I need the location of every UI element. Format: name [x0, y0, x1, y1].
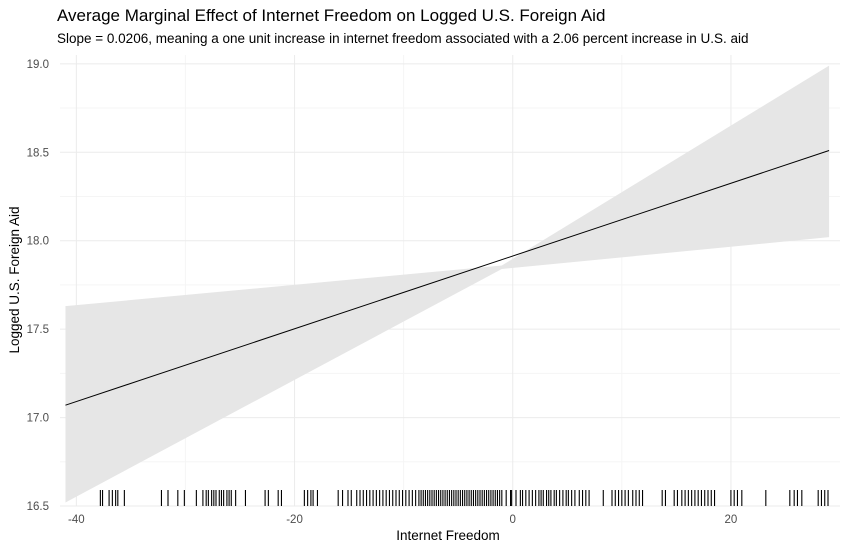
y-axis-title: Logged U.S. Foreign Aid — [7, 206, 22, 353]
chart-subtitle: Slope = 0.0206, meaning a one unit incre… — [57, 31, 749, 46]
y-tick-label: 19.0 — [27, 59, 49, 71]
x-tick-label: 0 — [510, 514, 516, 526]
y-tick-label: 18.5 — [27, 147, 49, 159]
chart-title: Average Marginal Effect of Internet Free… — [57, 6, 606, 25]
x-tick-label: 20 — [725, 514, 738, 526]
x-tick-label: -40 — [68, 514, 85, 526]
y-tick-label: 18.0 — [27, 236, 49, 248]
confidence-band — [65, 65, 830, 503]
y-tick-label: 17.0 — [27, 413, 49, 425]
x-tick-label: -20 — [286, 514, 303, 526]
y-tick-label: 16.5 — [27, 501, 49, 513]
fit-line — [65, 150, 830, 406]
x-axis-title: Internet Freedom — [396, 528, 500, 543]
y-tick-label: 17.5 — [27, 324, 49, 336]
